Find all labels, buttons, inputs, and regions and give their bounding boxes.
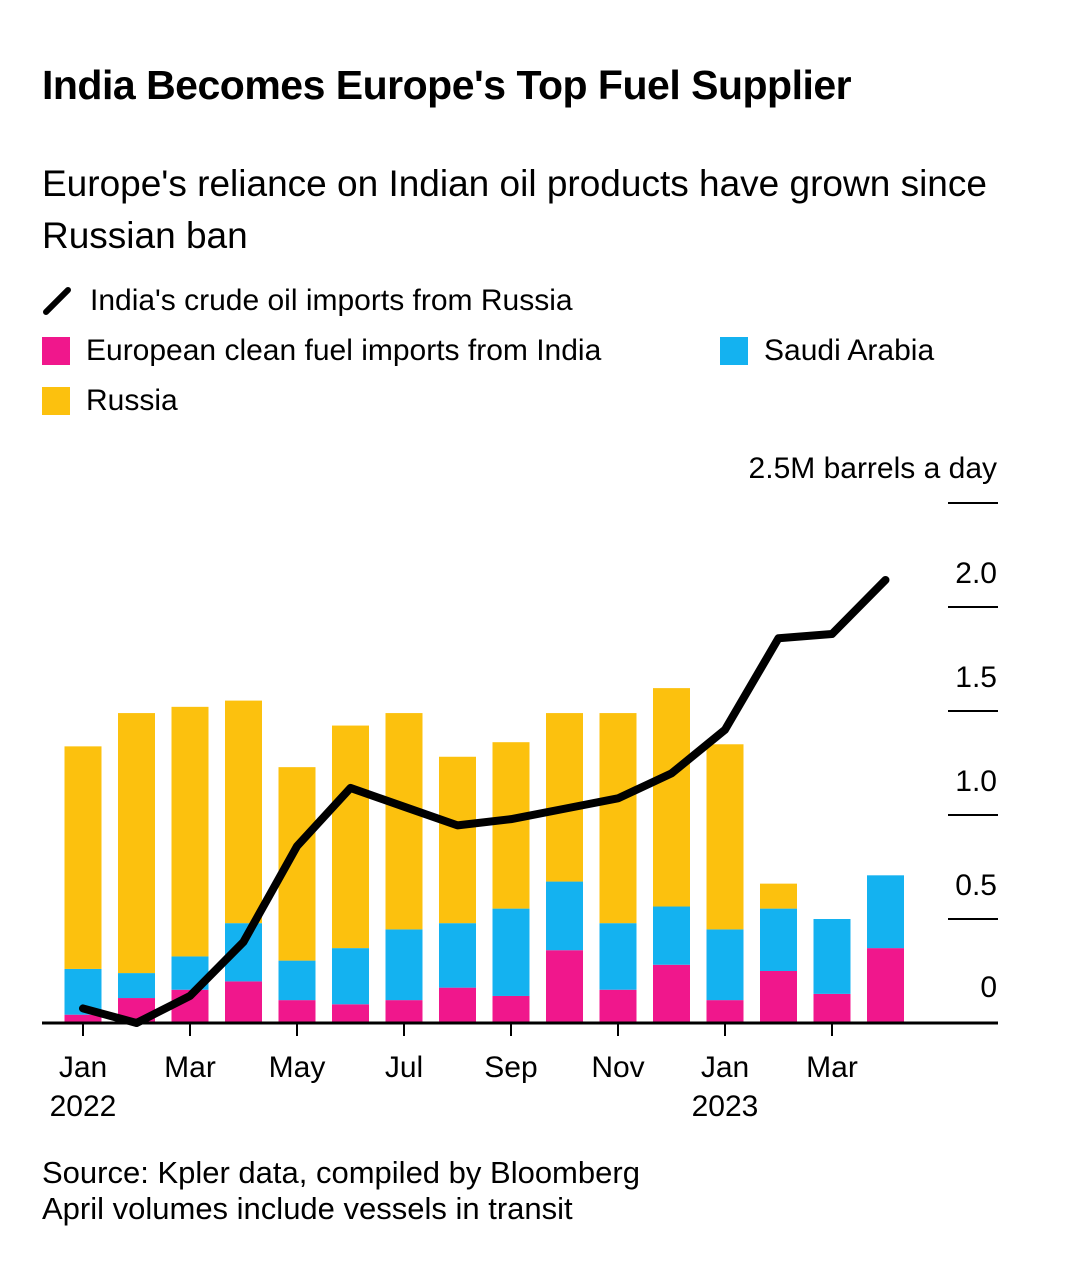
- bar-russia-10: [599, 713, 637, 924]
- bar-russia-7: [439, 756, 476, 924]
- x-tick-label: Jan: [59, 1051, 107, 1084]
- legend-item-saudi: Saudi Arabia: [720, 334, 934, 368]
- bar-european-clean-fuel-imports-from-india-13: [760, 971, 797, 1023]
- bar-saudi-arabia-12: [706, 929, 744, 1001]
- footnote: April volumes include vessels in transit: [42, 1191, 573, 1226]
- bar-saudi-arabia-10: [599, 923, 637, 990]
- legend-swatch: [720, 337, 748, 365]
- source-note: Source: Kpler data, compiled by Bloomber…: [42, 1155, 640, 1190]
- chart-title: India Becomes Europe's Top Fuel Supplier: [42, 62, 852, 108]
- bar-russia-9: [546, 713, 583, 882]
- bar-russia-8: [492, 742, 530, 909]
- bar-european-clean-fuel-imports-from-india-14: [813, 993, 851, 1023]
- bar-russia-5: [332, 725, 369, 949]
- y-tick-label: 1.0: [955, 765, 997, 798]
- bar-european-clean-fuel-imports-from-india-5: [332, 1004, 369, 1023]
- bar-saudi-arabia-5: [332, 948, 369, 1005]
- legend-swatch: [42, 387, 70, 415]
- x-tick-label: Nov: [591, 1051, 644, 1084]
- y-unit-label: 2.5M barrels a day: [749, 452, 997, 485]
- y-tick-label: 2.0: [955, 557, 997, 590]
- bar-russia-11: [653, 688, 690, 907]
- bar-european-clean-fuel-imports-from-india-4: [278, 1000, 316, 1023]
- x-tick-label: Jul: [385, 1051, 423, 1084]
- x-tick-label: Jan: [701, 1051, 749, 1084]
- chart-plot: 0 0.5 1.0 1.5 2.0 Jan 2022 Mar May Jul Sep Nov Jan 2…: [42, 452, 998, 1123]
- bar-european-clean-fuel-imports-from-india-11: [653, 964, 690, 1023]
- chart-subtitle: Europe's reliance on Indian oil products…: [42, 163, 987, 256]
- bar-russia-13: [760, 883, 797, 909]
- bar-european-clean-fuel-imports-from-india-0: [64, 1014, 102, 1023]
- bar-saudi-arabia-13: [760, 908, 797, 971]
- legend-label: Russia: [86, 384, 178, 417]
- legend-item-india-crude: India's crude oil imports from Russia: [42, 284, 573, 318]
- bar-saudi-arabia-9: [546, 881, 583, 951]
- bar-european-clean-fuel-imports-from-india-7: [439, 987, 476, 1023]
- bar-russia-6: [385, 713, 423, 930]
- bar-saudi-arabia-4: [278, 960, 316, 1001]
- x-tick-label: Mar: [164, 1051, 216, 1084]
- bar-european-clean-fuel-imports-from-india-15: [867, 948, 904, 1023]
- y-tick-label: 0.5: [955, 869, 997, 902]
- y-tick-label: 0: [980, 971, 997, 1004]
- bar-russia-2: [171, 706, 209, 957]
- line-swatch-icon: [43, 287, 71, 315]
- bar-european-clean-fuel-imports-from-india-6: [385, 1000, 423, 1023]
- x-tick-year-label: 2022: [50, 1090, 117, 1123]
- bar-russia-3: [225, 700, 262, 924]
- bar-russia-12: [706, 744, 744, 930]
- legend-label: European clean fuel imports from India: [86, 334, 602, 367]
- x-tick-label: Mar: [806, 1051, 858, 1084]
- bar-european-clean-fuel-imports-from-india-9: [546, 950, 583, 1023]
- legend-item-russia: Russia: [42, 384, 178, 418]
- bar-saudi-arabia-6: [385, 929, 423, 1001]
- bar-saudi-arabia-7: [439, 923, 476, 988]
- bar-saudi-arabia-15: [867, 875, 904, 949]
- bar-european-clean-fuel-imports-from-india-8: [492, 995, 530, 1023]
- bar-saudi-arabia-8: [492, 908, 530, 996]
- legend-label: India's crude oil imports from Russia: [90, 284, 573, 317]
- bar-saudi-arabia-1: [118, 973, 155, 999]
- legend-item-india: European clean fuel imports from India: [42, 334, 601, 368]
- line-india-crude-imports: [79, 575, 890, 1027]
- x-tick-year-label: 2023: [692, 1090, 759, 1123]
- bar-european-clean-fuel-imports-from-india-10: [599, 989, 637, 1023]
- bar-european-clean-fuel-imports-from-india-3: [225, 981, 262, 1023]
- x-tick-label: Sep: [484, 1051, 537, 1084]
- x-tick-label: May: [269, 1051, 326, 1084]
- legend-label: Saudi Arabia: [764, 334, 935, 367]
- footer: Source: Kpler data, compiled by Bloomber…: [42, 1155, 640, 1227]
- y-tick-label: 1.5: [955, 661, 997, 694]
- bar-russia-1: [118, 713, 155, 974]
- legend-swatch: [42, 337, 70, 365]
- bar-european-clean-fuel-imports-from-india-12: [706, 1000, 744, 1023]
- bar-saudi-arabia-11: [653, 906, 690, 965]
- bar-saudi-arabia-14: [813, 919, 851, 994]
- bar-russia-0: [64, 746, 102, 969]
